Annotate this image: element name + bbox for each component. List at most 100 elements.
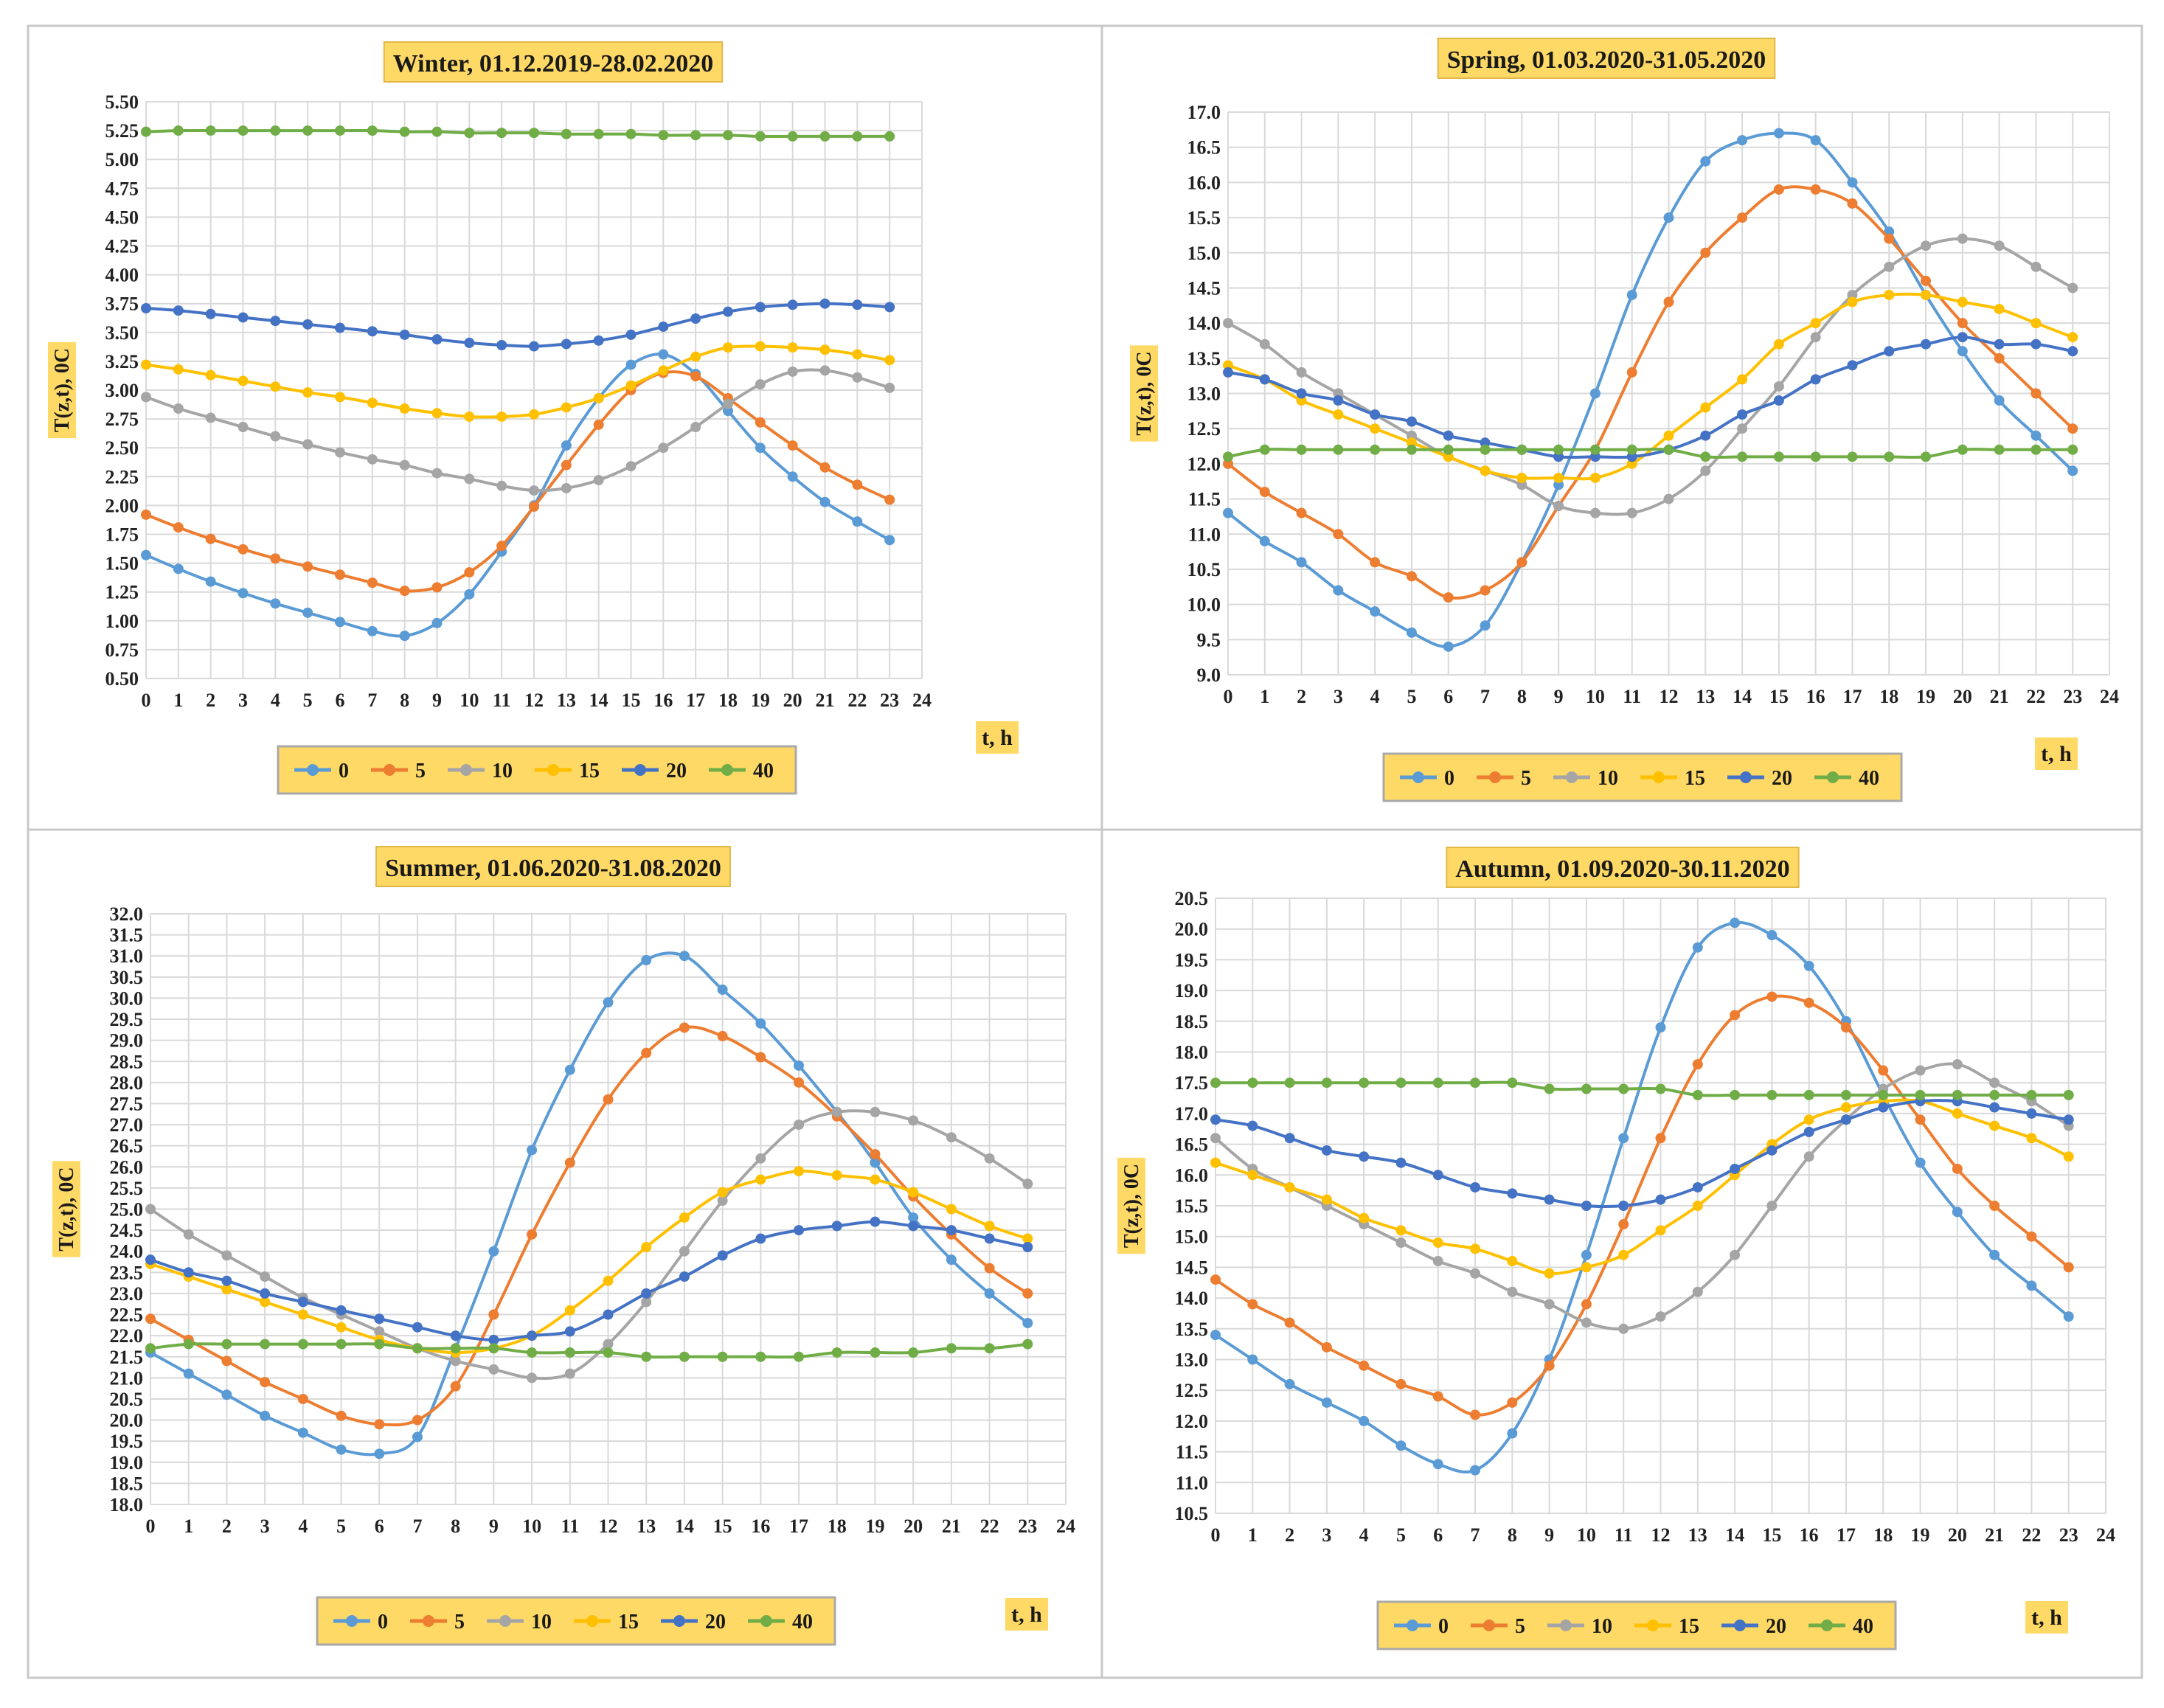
y-tick-label: 1.00 (105, 611, 139, 632)
data-point (794, 1351, 805, 1362)
legend-item-15: 15 (1634, 1615, 1699, 1638)
legend-item-5: 5 (371, 760, 426, 782)
x-tick-label: 15 (622, 690, 641, 711)
data-point (1766, 1089, 1778, 1100)
data-point (141, 509, 151, 520)
data-point (221, 1355, 232, 1367)
data-point (496, 411, 507, 422)
data-point (2063, 1262, 2074, 1273)
data-point (1921, 275, 1932, 286)
data-point (690, 371, 701, 382)
data-point (1618, 1201, 1629, 1211)
legend-item-40: 40 (1808, 1615, 1873, 1638)
series-0 (1210, 917, 2074, 1476)
data-point (450, 1381, 461, 1392)
data-point (717, 1250, 728, 1261)
data-point (464, 337, 475, 348)
x-tick-label: 16 (653, 690, 673, 711)
data-point (564, 1157, 575, 1168)
data-point (270, 381, 281, 392)
data-point (1663, 296, 1674, 308)
data-point (464, 567, 475, 578)
data-point (302, 387, 313, 398)
x-tick-label: 20 (1953, 686, 1972, 707)
x-tick-label: 14 (1733, 686, 1752, 707)
data-point (1626, 507, 1637, 518)
data-point (870, 1149, 881, 1160)
data-point (529, 485, 539, 496)
data-point (564, 1347, 575, 1358)
data-point (1737, 451, 1748, 462)
data-point (1223, 451, 1233, 462)
data-point (1296, 367, 1307, 378)
chart-title: Spring, 01.03.2020-31.05.2020 (1447, 46, 1766, 74)
data-point (564, 1064, 575, 1075)
data-point (488, 1334, 499, 1345)
data-point (488, 1364, 499, 1375)
data-point (679, 1212, 690, 1223)
data-point (1359, 1415, 1370, 1426)
y-axis-title: T(z,t), 0C (1117, 1157, 1145, 1254)
y-tick-label: 3.75 (105, 294, 139, 315)
data-point (145, 1343, 156, 1354)
x-tick-label: 18 (718, 690, 738, 711)
x-tick-label: 11 (1623, 686, 1641, 707)
x-tick-label: 19 (865, 1516, 884, 1537)
y-tick-label: 29.5 (110, 1009, 144, 1030)
y-axis-title: T(z,t), 0C (48, 341, 76, 439)
y-tick-label: 16.0 (1175, 1164, 1209, 1186)
data-point (1544, 1194, 1555, 1205)
data-point (1915, 1114, 1926, 1125)
legend-item-0: 0 (294, 760, 349, 782)
data-point (302, 561, 313, 572)
data-point (1370, 423, 1381, 434)
data-point (1618, 1219, 1629, 1230)
x-tick-label: 7 (1480, 686, 1490, 707)
data-point (412, 1414, 423, 1426)
legend-item-40: 40 (709, 760, 774, 782)
data-point (884, 131, 895, 142)
x-tick-label: 18 (828, 1516, 847, 1537)
data-point (2026, 1089, 2037, 1100)
data-point (1700, 156, 1711, 167)
data-point (450, 1343, 461, 1354)
data-point (1957, 346, 1968, 357)
data-point (852, 299, 863, 310)
data-point (717, 1030, 728, 1041)
data-point (658, 321, 669, 332)
legend: 0 5 10 15 20 40 (316, 1596, 836, 1646)
legend-item-10: 10 (448, 760, 513, 782)
data-point (260, 1339, 271, 1350)
data-point (1773, 381, 1784, 392)
data-point (1994, 395, 2005, 406)
data-point (787, 299, 798, 310)
x-tick-label: 20 (783, 690, 802, 711)
data-point (787, 131, 798, 142)
x-tick-label: 9 (489, 1516, 499, 1537)
data-point (374, 1419, 385, 1430)
data-point (1333, 409, 1344, 420)
x-tick-label: 24 (1056, 1516, 1075, 1537)
data-point (431, 126, 443, 137)
y-tick-label: 19.0 (1175, 980, 1209, 1001)
series-40 (145, 1339, 1033, 1362)
x-tick-label: 21 (942, 1516, 961, 1537)
data-point (561, 482, 572, 493)
data-point (205, 369, 216, 381)
y-tick-label: 15.5 (1175, 1195, 1209, 1217)
y-tick-label: 0.50 (105, 668, 139, 690)
data-point (641, 1296, 652, 1308)
y-tick-label: 28.5 (110, 1051, 144, 1072)
data-point (488, 1343, 499, 1354)
data-point (884, 355, 895, 366)
data-point (2067, 423, 2078, 434)
data-point (852, 349, 863, 360)
legend: 0 5 10 15 20 40 (1376, 1600, 1897, 1650)
data-point (141, 392, 151, 403)
y-tick-label: 10.5 (1175, 1503, 1209, 1524)
y-tick-label: 20.5 (110, 1389, 144, 1410)
y-tick-label: 4.75 (105, 178, 139, 199)
chart-title: Winter, 01.12.2019-28.02.2020 (393, 50, 713, 77)
data-point (1507, 1428, 1518, 1439)
data-point (1247, 1120, 1258, 1131)
